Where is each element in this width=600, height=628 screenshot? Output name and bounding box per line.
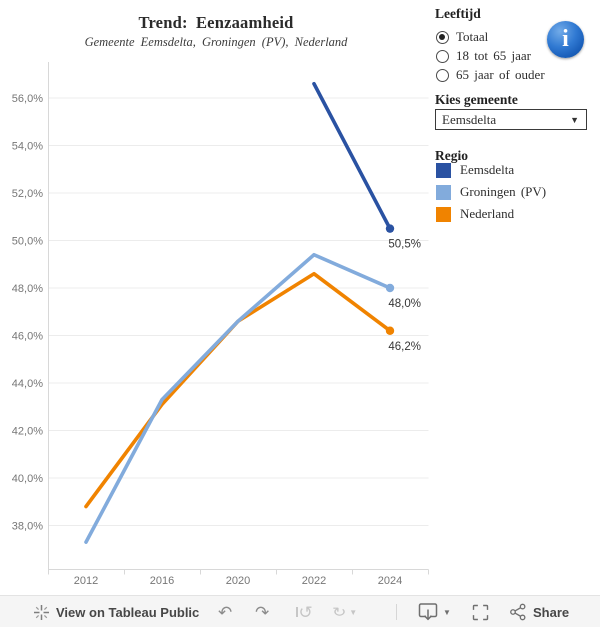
series-end-label-Nederland: 46,2% xyxy=(388,341,421,353)
legend-item-groningen: Groningen (PV) xyxy=(436,184,546,200)
series-end-marker-Groningen (PV) xyxy=(385,283,395,293)
y-tick-label: 44,0% xyxy=(12,378,43,390)
y-tick-label: 42,0% xyxy=(12,426,43,438)
y-tick-label: 52,0% xyxy=(12,188,43,200)
leeftijd-header: Leeftijd xyxy=(435,6,481,21)
replay-icon: ↺ xyxy=(296,596,313,628)
x-tick-label: 2012 xyxy=(74,575,98,587)
series-line-Groningen (PV) xyxy=(84,252,392,544)
legend-item-eemsdelta: Eemsdelta xyxy=(436,162,514,178)
y-tick-label: 54,0% xyxy=(12,141,43,153)
y-tick-label: 56,0% xyxy=(12,93,43,105)
trend-line-chart: 38,0% 40,0% 42,0% 44,0% 46,0% 48,0% 50,0% 52,0%… xyxy=(12,62,429,587)
radio-circle-icon[interactable] xyxy=(436,49,449,63)
fullscreen-icon[interactable] xyxy=(470,596,491,628)
replay-speed-icon: ↻ ▼ xyxy=(332,604,358,620)
series-end-label-Eemsdelta: 50,5% xyxy=(388,239,421,251)
redo-icon[interactable]: ↷ xyxy=(255,602,270,622)
series-end-marker-Nederland xyxy=(385,326,395,335)
x-tick-label: 2024 xyxy=(378,575,402,587)
y-tick-label: 40,0% xyxy=(12,473,43,485)
y-tick-label: 38,0% xyxy=(12,521,43,533)
chart-title: Trend: Eenzaamheid xyxy=(138,13,294,32)
series-line-Eemsdelta xyxy=(312,81,392,231)
radio-label: 65 jaar of ouder xyxy=(456,67,545,82)
download-icon[interactable]: ▼ xyxy=(416,596,451,628)
info-icon[interactable]: i xyxy=(547,21,584,58)
gemeente-selected-value: Eemsdelta xyxy=(442,111,497,127)
legend-item-nederland: Nederland xyxy=(436,206,514,222)
x-tick-label: 2016 xyxy=(150,575,174,587)
tableau-logo-icon[interactable] xyxy=(33,596,50,628)
legend-label: Eemsdelta xyxy=(460,162,515,177)
legend-swatch-groningen xyxy=(436,184,451,200)
share-button[interactable]: Share xyxy=(508,596,569,628)
share-label: Share xyxy=(533,604,570,620)
y-tick-label: 48,0% xyxy=(12,283,43,295)
x-tick-label: 2020 xyxy=(226,575,250,587)
undo-icon[interactable]: ↶ xyxy=(218,602,233,622)
toolbar-divider xyxy=(396,604,397,620)
legend-label: Groningen (PV) xyxy=(460,184,547,199)
radio-label: 18 tot 65 jaar xyxy=(456,48,531,63)
chart-subtitle: Gemeente Eemsdelta, Groningen (PV), Nede… xyxy=(84,35,348,49)
legend-swatch-nederland xyxy=(436,206,451,222)
series-end-marker-Eemsdelta xyxy=(385,224,395,233)
tableau-toolbar: View on Tableau Public ↶ ↷ ↺ ↻ ▼ ▼ xyxy=(0,595,600,627)
gemeente-dropdown[interactable]: Eemsdelta ▼ xyxy=(435,109,587,130)
regio-header: Regio xyxy=(435,148,468,163)
radio-label: Totaal xyxy=(456,29,489,44)
y-tick-label: 46,0% xyxy=(12,331,43,343)
radio-65-of-ouder[interactable]: 65 jaar of ouder xyxy=(436,66,545,84)
series-end-label-Groningen (PV): 48,0% xyxy=(388,298,421,310)
legend-swatch-eemsdelta xyxy=(436,162,451,178)
x-tick-label: 2022 xyxy=(302,575,326,587)
y-tick-label: 50,0% xyxy=(12,236,43,248)
radio-18-tot-65[interactable]: 18 tot 65 jaar xyxy=(436,47,531,65)
chart-header: Trend: Eenzaamheid Gemeente Eemsdelta, G… xyxy=(0,13,432,50)
chevron-down-icon: ▼ xyxy=(570,114,579,125)
legend-label: Nederland xyxy=(460,206,515,221)
radio-totaal[interactable]: Totaal xyxy=(436,28,488,46)
radio-circle-icon[interactable] xyxy=(436,68,449,82)
chart-region: Trend: Eenzaamheid Gemeente Eemsdelta, G… xyxy=(0,13,432,587)
view-on-tableau-link[interactable]: View on Tableau Public xyxy=(56,604,200,620)
gemeente-header: Kies gemeente xyxy=(435,92,518,107)
filter-panel: Leeftijd Totaal 18 tot 65 jaar 65 jaar o… xyxy=(432,0,600,595)
radio-circle-icon[interactable] xyxy=(436,30,449,44)
series-line-Nederland xyxy=(84,271,392,509)
